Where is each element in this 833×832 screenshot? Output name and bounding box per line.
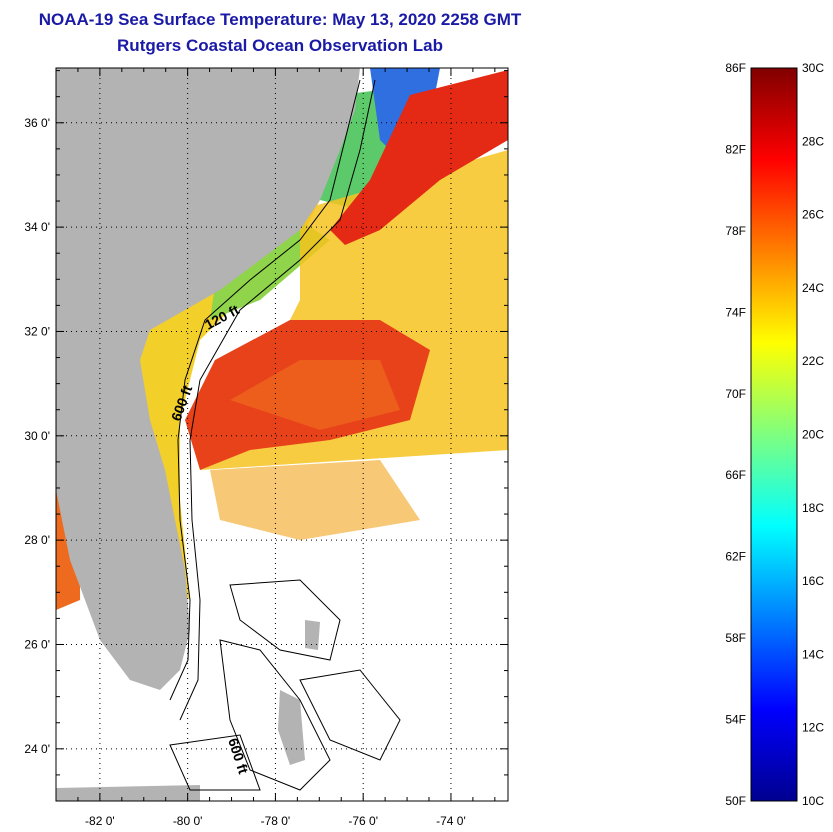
colorbar-c-label: 22C [802,354,824,368]
lat-tick-label: 36 0' [24,116,50,130]
lat-tick-label: 32 0' [24,324,50,338]
colorbar-c-label: 30C [802,61,824,75]
colorbar-f-label: 62F [725,550,746,564]
gulf-stream-north [330,70,508,245]
colorbar-c-label: 28C [802,134,824,148]
colorbar-f-label: 70F [725,387,746,401]
sst-field [56,68,508,801]
land-us-coast [56,68,360,690]
colorbar-c-label: 14C [802,647,824,661]
colorbar-c-label: 12C [802,721,824,735]
colorbar-f-label: 82F [725,142,746,156]
temperature-colorbar: 86F 82F 78F 74F 70F 66F 62F 58F 54F 50F 30C 28C 26C… [725,61,824,808]
bathymetry-contour [179,79,376,721]
colorbar-c-label: 20C [802,428,824,442]
colorbar-f-label: 58F [725,631,746,645]
colorbar-gradient [750,67,798,802]
lon-tick-label: -76 0' [348,814,378,828]
lon-tick-label: -74 0' [436,814,466,828]
gulf-stream-core [230,360,400,430]
lat-tick-label: 34 0' [24,220,50,234]
offshore-patch [210,460,420,540]
bathymetry-contour [219,639,331,791]
map-subtitle: Rutgers Coastal Ocean Observation Lab [117,36,443,55]
lat-tick-label: 28 0' [24,533,50,547]
land-cuba [56,785,200,801]
lon-tick-label: -78 0' [261,814,291,828]
colorbar-f-label: 86F [725,61,746,75]
colorbar-f-label: 66F [725,468,746,482]
land-bahamas [305,620,320,650]
lat-tick-label: 26 0' [24,637,50,651]
colorbar-f-label: 54F [725,713,746,727]
colorbar-c-label: 26C [802,208,824,222]
lon-tick-label: -80 0' [173,814,203,828]
colorbar-c-label: 24C [802,281,824,295]
colorbar-c-label: 10C [802,794,824,808]
map-title: NOAA-19 Sea Surface Temperature: May 13,… [38,10,522,29]
bathymetry-contour [229,579,341,661]
lat-tick-label: 30 0' [24,429,50,443]
cloud-mask [200,450,508,800]
latitude-axis: 36 0' 34 0' 32 0' 30 0' 28 0' 26 0' 24 0' [24,70,508,776]
bathymetry-contour [169,79,361,701]
lat-tick-label: 24 0' [24,742,50,756]
sst-map: 36 0' 34 0' 32 0' 30 0' 28 0' 26 0' 24 0' -82 … [24,67,509,828]
colorbar-f-label: 78F [725,224,746,238]
colorbar-c-label: 16C [802,574,824,588]
map-frame [55,67,509,802]
longitude-axis: -82 0' -80 0' -78 0' -76 0' -74 0' [77,68,496,828]
land-bahamas [278,690,305,765]
colorbar-celsius-labels: 30C 28C 26C 24C 22C 20C 18C 16C 14C 12C 10C [802,61,824,808]
map-grid [56,68,508,801]
colorbar-c-label: 18C [802,501,824,515]
colorbar-f-label: 50F [725,794,746,808]
bathymetry-contour [299,669,401,761]
colorbar-fahrenheit-labels: 86F 82F 78F 74F 70F 66F 62F 58F 54F 50F [725,61,746,808]
bathymetry-contour [169,734,261,791]
lon-tick-label: -82 0' [85,814,115,828]
colorbar-f-label: 74F [725,305,746,319]
